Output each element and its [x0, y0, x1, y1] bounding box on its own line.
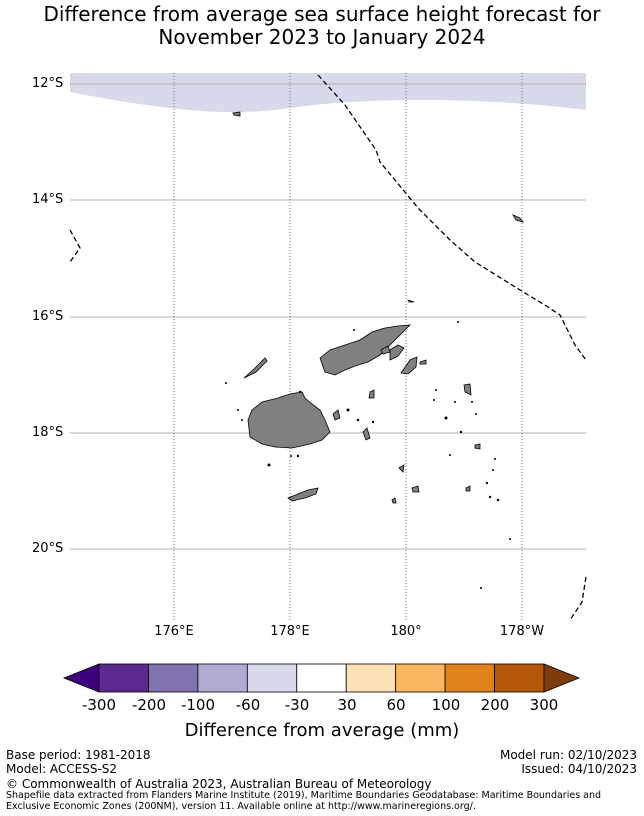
- colorbar-segment: [98, 663, 149, 693]
- issued-date: Issued: 04/10/2023: [521, 762, 637, 776]
- lon-label-178e: 178°E: [270, 624, 310, 639]
- kadavu-island: [287, 487, 319, 502]
- lat-label-18s: 18°S: [32, 425, 64, 440]
- colorbar-segment: [345, 663, 397, 693]
- fiji-islands: [232, 111, 525, 504]
- colorbar-extend-high: [543, 663, 581, 693]
- map-title: Difference from average sea surface heig…: [0, 3, 644, 49]
- lau-island: [400, 356, 418, 375]
- colorbar: [62, 663, 581, 693]
- lon-label-178w: 178°W: [499, 624, 545, 639]
- lat-label-20s: 20°S: [32, 541, 64, 556]
- colorbar-tick-label: -300: [81, 696, 117, 714]
- colorbar-tick-label: 100: [431, 696, 461, 714]
- title-line-1: Difference from average sea surface heig…: [43, 2, 601, 26]
- eez-boundary: [69, 74, 587, 621]
- copyright-notice: © Commonwealth of Australia 2023, Austra…: [6, 777, 432, 791]
- colorbar-tick-label: -30: [284, 696, 310, 714]
- lon-label-176e: 176°E: [154, 624, 194, 639]
- model-run-date: Model run: 02/10/2023: [499, 748, 637, 762]
- colorbar-segment: [444, 663, 495, 693]
- data-source-note: Shapefile data extracted from Flanders M…: [6, 790, 602, 812]
- colorbar-segment: [494, 663, 545, 693]
- lon-label-180: 180°: [390, 624, 422, 639]
- colorbar-segment: [395, 663, 446, 693]
- colorbar-extend-low: [62, 663, 100, 693]
- viti-levu-island: [247, 391, 331, 449]
- base-period: Base period: 1981-2018: [6, 748, 151, 762]
- colorbar-segment: [296, 663, 347, 693]
- vanua-levu-island: [319, 324, 412, 376]
- latitude-gridlines: [70, 83, 586, 550]
- longitude-gridlines: [173, 73, 523, 620]
- colorbar-tick-label: -60: [235, 696, 261, 714]
- title-line-2: November 2023 to January 2024: [158, 25, 486, 49]
- colorbar-segment: [246, 663, 298, 693]
- model-name: Model: ACCESS-S2: [6, 762, 118, 776]
- colorbar-title: Difference from average (mm): [184, 720, 460, 741]
- colorbar-tick-label: -100: [180, 696, 216, 714]
- colorbar-segment: [197, 663, 248, 693]
- anomaly-band-minus-30-60: [70, 73, 586, 113]
- lat-label-16s: 16°S: [32, 309, 64, 324]
- colorbar-tick-label: 30: [337, 696, 357, 714]
- colorbar-tick-label: 60: [386, 696, 406, 714]
- lat-label-14s: 14°S: [32, 192, 64, 207]
- colorbar-tick-label: -200: [131, 696, 167, 714]
- taveuni-island: [389, 344, 405, 361]
- colorbar-tick-label: 200: [480, 696, 510, 714]
- colorbar-segment: [148, 663, 199, 693]
- small-islets: [225, 321, 511, 589]
- lat-label-12s: 12°S: [32, 76, 64, 91]
- colorbar-tick-label: 300: [529, 696, 559, 714]
